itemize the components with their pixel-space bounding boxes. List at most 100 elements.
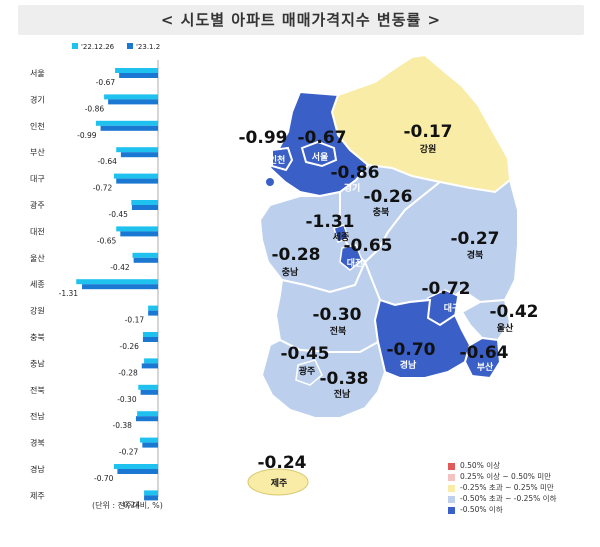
category-label: 전남 (30, 411, 45, 421)
map-value-jeonbuk: -0.30 (313, 305, 362, 325)
map-value-gyeongnam: -0.70 (387, 340, 436, 360)
map-labels: -0.17 강원 -0.67 서울 -0.99 인천 -0.86 경기 -0.2… (239, 122, 539, 489)
map-value-jeonnam: -0.38 (320, 369, 369, 389)
bar (132, 252, 158, 258)
map-name-seoul: 서울 (312, 151, 329, 163)
category-label: 대구 (30, 175, 45, 184)
chart-legend: '22.12.26 '23.1.2 (72, 43, 160, 51)
title-banner: < 시도별 아파트 매매가격지수 변동률 > (18, 5, 584, 35)
bar (120, 152, 158, 158)
map-name-gwangju: 광주 (299, 365, 316, 377)
bar (119, 73, 158, 78)
category-label: 세종 (30, 280, 45, 289)
map-value-jeju: -0.24 (258, 453, 307, 473)
unit-note: (단위 : 전주대비, %) (92, 501, 163, 510)
region-gwangju (295, 359, 323, 386)
bar (116, 178, 158, 184)
legend-item: -0.25% 초과 ~ 0.25% 미만 (448, 482, 556, 493)
bar-value-label: -0.24 (121, 500, 141, 509)
category-label: 강원 (30, 306, 45, 316)
bar (82, 284, 158, 290)
bar (108, 99, 158, 105)
bar-value-label: -1.31 (59, 289, 79, 298)
bar (137, 411, 158, 417)
map-name-busan: 부산 (477, 361, 494, 373)
category-label: 울산 (30, 253, 45, 263)
legend-label: -0.50% 이하 (460, 505, 503, 514)
category-label: 충북 (30, 333, 45, 342)
map-value-incheon: -0.99 (239, 128, 288, 148)
category-label: 서울 (30, 69, 45, 78)
chart-legend-swatch (72, 43, 78, 49)
map-name-daegu: 대구 (444, 302, 461, 314)
map-name-gyeongbuk: 경북 (467, 249, 484, 261)
bar (116, 147, 158, 153)
map-value-gwangju: -0.45 (281, 344, 330, 364)
map-name-jeju: 제주 (271, 477, 288, 489)
bar-value-label: -0.30 (117, 395, 137, 404)
bar-value-label: -0.26 (120, 342, 140, 351)
bar (142, 442, 158, 448)
bar (116, 226, 158, 232)
region-busan (463, 336, 502, 380)
bar (95, 120, 158, 126)
map-name-jeonnam: 전남 (334, 388, 351, 400)
chart-legend-label: '23.1.2 (136, 43, 160, 51)
legend-swatch (448, 495, 455, 503)
bar (140, 437, 158, 443)
legend-label: -0.25% 초과 ~ 0.25% 미만 (460, 483, 554, 492)
bar (138, 384, 158, 390)
bar (131, 205, 158, 210)
bar (131, 200, 158, 205)
map-value-gyeonggi: -0.86 (331, 163, 380, 183)
bar (142, 332, 158, 337)
bar-value-label: -0.27 (119, 448, 139, 457)
bar (115, 68, 158, 73)
bar-value-label: -0.72 (93, 184, 113, 193)
bar-value-label: -0.28 (118, 368, 138, 377)
legend-label: 0.50% 이상 (460, 461, 501, 470)
legend-label: 0.25% 이상 ~ 0.50% 미만 (460, 472, 552, 481)
bar (140, 389, 158, 395)
map-name-daejeon: 대전 (347, 257, 364, 269)
category-label: 경기 (30, 94, 45, 104)
incheon-island (266, 178, 274, 186)
bar (104, 94, 158, 100)
bar (76, 279, 158, 285)
legend-item: 0.25% 이상 ~ 0.50% 미만 (448, 471, 556, 482)
bar (113, 173, 158, 179)
map-value-daegu: -0.72 (422, 279, 471, 299)
bar (120, 231, 158, 237)
map-value-gyeongbuk: -0.27 (451, 229, 500, 249)
map-value-sejong: -1.31 (306, 212, 355, 232)
bar (144, 490, 158, 496)
region-jeju (247, 468, 309, 496)
map-name-incheon: 인천 (269, 155, 286, 166)
region-incheon (271, 146, 294, 172)
map-value-chungbuk: -0.26 (364, 187, 413, 207)
map-value-seoul: -0.67 (298, 128, 347, 148)
legend-swatch (448, 462, 455, 470)
map-name-gyeongnam: 경남 (400, 359, 417, 371)
page-title: < 시도별 아파트 매매가격지수 변동률 > (160, 11, 442, 29)
map-name-gangwon: 강원 (420, 143, 437, 155)
bar (133, 257, 158, 263)
category-label: 인천 (30, 121, 45, 131)
legend-item: -0.50% 이하 (448, 504, 556, 515)
map-name-gyeonggi: 경기 (344, 182, 361, 194)
bar (100, 125, 158, 131)
map-name-sejong: 세종 (333, 231, 350, 243)
bar-value-label: -0.38 (113, 421, 133, 430)
legend-item: 0.50% 이상 (448, 460, 556, 471)
category-label: 경남 (30, 464, 45, 474)
category-label: 전북 (30, 385, 45, 395)
region-seoul (300, 140, 338, 168)
region-daejeon (339, 244, 363, 271)
legend-label: -0.50% 초과 ~ -0.25% 이하 (460, 494, 557, 503)
map-name-jeonbuk: 전북 (330, 325, 347, 337)
bar (113, 464, 158, 469)
category-label: 부산 (30, 147, 45, 157)
bar (142, 337, 158, 342)
